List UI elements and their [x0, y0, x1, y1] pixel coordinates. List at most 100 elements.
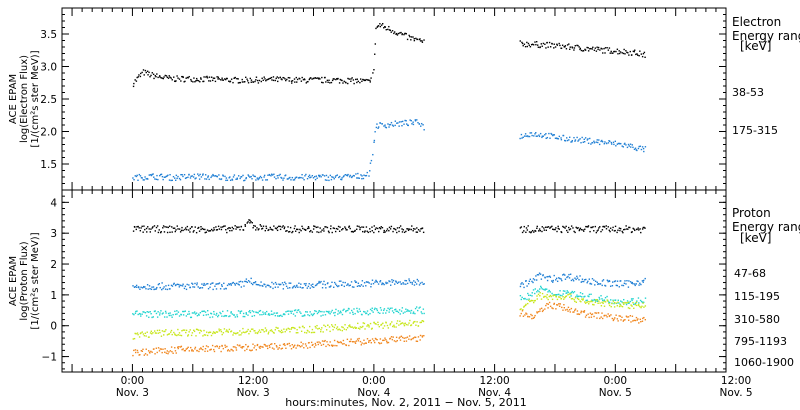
data-point	[599, 302, 601, 304]
data-point	[316, 324, 318, 327]
data-point	[220, 79, 222, 81]
data-point	[240, 346, 242, 348]
data-point	[272, 79, 275, 82]
data-point	[359, 340, 362, 343]
data-point	[634, 49, 636, 51]
data-point	[416, 38, 419, 41]
data-point	[626, 300, 629, 302]
data-point	[576, 294, 578, 296]
data-point	[247, 82, 250, 84]
data-point	[313, 286, 315, 289]
data-point	[256, 79, 259, 82]
data-point	[335, 284, 338, 287]
data-point	[521, 282, 523, 284]
data-point	[188, 331, 190, 333]
data-point	[336, 174, 339, 176]
data-point	[308, 314, 311, 317]
data-point	[280, 176, 282, 179]
data-point	[534, 288, 536, 290]
data-point	[205, 314, 207, 316]
data-point	[401, 228, 403, 230]
data-point	[229, 80, 232, 83]
data-point	[405, 283, 407, 285]
data-point	[401, 33, 404, 35]
data-point	[315, 344, 317, 346]
data-point	[628, 226, 630, 229]
data-point	[643, 301, 645, 304]
data-point	[608, 301, 610, 303]
data-point	[245, 312, 247, 314]
data-point	[562, 293, 564, 295]
data-point	[369, 228, 371, 230]
data-point	[189, 227, 192, 230]
data-point	[282, 288, 285, 290]
data-point	[326, 310, 329, 313]
data-point	[405, 323, 408, 326]
data-point	[137, 351, 139, 354]
data-point	[347, 309, 349, 312]
data-point	[177, 77, 179, 79]
data-point	[156, 174, 158, 177]
data-point	[148, 71, 150, 74]
data-point	[313, 331, 316, 334]
data-point	[327, 176, 330, 178]
data-point	[183, 329, 186, 331]
data-point	[327, 324, 329, 326]
data-point	[412, 337, 414, 340]
legend-entry-310-580: 310-580	[734, 313, 780, 326]
data-point	[193, 77, 195, 79]
data-point	[401, 336, 404, 339]
data-point	[261, 179, 264, 181]
data-point	[288, 282, 290, 284]
data-point	[230, 282, 232, 285]
data-point	[311, 78, 313, 80]
data-point	[542, 42, 545, 45]
data-point	[213, 227, 215, 229]
data-point	[551, 298, 554, 301]
data-point	[376, 281, 379, 283]
data-point	[294, 315, 297, 317]
data-point	[562, 290, 565, 292]
data-point	[168, 333, 171, 335]
data-point	[596, 46, 598, 48]
data-point	[578, 279, 580, 281]
data-point	[277, 77, 280, 79]
series-1060-1900	[132, 301, 647, 357]
data-point	[329, 330, 331, 333]
data-point	[351, 176, 353, 179]
data-point	[180, 284, 182, 287]
data-point	[264, 327, 267, 329]
data-point	[562, 225, 564, 228]
data-point	[585, 225, 587, 228]
data-point	[298, 344, 301, 347]
data-point	[178, 315, 181, 317]
data-point	[152, 226, 154, 228]
data-point	[627, 52, 629, 54]
data-point	[192, 350, 194, 352]
data-point	[210, 228, 213, 231]
data-point	[298, 282, 300, 284]
data-point	[310, 176, 312, 178]
data-point	[339, 310, 342, 313]
data-point	[270, 76, 273, 79]
data-point	[621, 145, 623, 147]
data-point	[594, 284, 596, 286]
data-point	[628, 280, 630, 282]
data-point	[155, 288, 158, 290]
data-point	[146, 284, 149, 286]
data-point	[212, 282, 214, 284]
data-point	[203, 80, 205, 83]
data-point	[348, 308, 350, 310]
data-point	[368, 282, 370, 284]
data-point	[593, 279, 595, 281]
data-point	[283, 328, 285, 330]
data-point	[289, 310, 292, 313]
data-point	[563, 304, 565, 306]
data-point	[519, 285, 522, 288]
data-point	[153, 176, 155, 178]
data-point	[187, 334, 190, 336]
data-point	[627, 228, 629, 230]
data-point	[153, 288, 155, 291]
data-point	[257, 229, 260, 231]
data-point	[374, 337, 377, 340]
